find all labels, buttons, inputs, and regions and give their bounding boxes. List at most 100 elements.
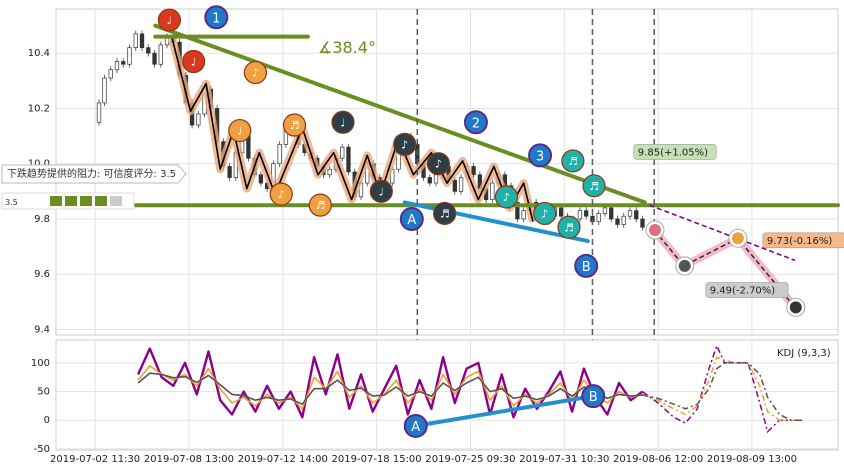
candle-body [609,207,614,220]
candle-body [458,177,464,192]
wave-marker [463,110,488,135]
forecast-points [645,220,806,317]
note-icon [393,132,417,156]
candle-body [152,52,157,65]
forecast-point [789,301,802,314]
kdj-title: KDJ (9,3,3) [777,348,831,359]
wave-marker [574,253,599,278]
note-icon [282,113,307,137]
candle-body [640,218,645,228]
rating-star-icon [80,196,92,206]
candle-body [227,166,232,178]
forecast-point [678,259,691,272]
note-icon [426,152,450,176]
kdj-marker [403,413,428,438]
note-icon [157,8,181,32]
price-y-tick: 9.8 [34,214,50,225]
note-icon [582,174,606,198]
note-icon [494,185,519,209]
annotation-text: 9.85(+1.05%) [638,147,708,158]
kdj-y-axis: -50 0 50 100 [31,358,50,455]
note-icon-glyph: ♪ [503,191,510,204]
note-icon-glyph: ♬ [564,221,574,234]
candle-body [515,202,520,220]
annotation-text: 9.73(-0.16%) [767,236,833,247]
annotation-box [762,232,844,249]
note-icon-glyph: ♪ [401,138,408,151]
x-tick: 2019-07-25 09:30 [425,454,515,465]
annotation-box [705,282,789,298]
note-icon-glyph: ♩ [379,185,384,198]
price-y-axis: 9.4 9.6 9.8 10.0 10.2 10.4 [28,48,50,335]
rating-star-icon [65,196,77,206]
candle-body [634,210,639,220]
x-tick: 2019-08-06 12:00 [613,454,703,465]
price-panel: 9.49.69.810.010.210.4 ♩♩♪♩ ♬♪♬♩♪♩♪♬♪♪♬♬♬ … [1,5,844,450]
wave-markers: 1 2 3 A B [204,5,599,278]
forecast-point [649,224,662,237]
kdj-projection-line [642,356,803,421]
note-icon-glyph: ♩ [340,116,345,129]
price-y-tick: 10.2 [28,103,50,114]
price-annotations: 9.85(+1.05%) 9.73(-0.16%) 9.49(-2.70%) [633,144,844,298]
note-icon-glyph: ♩ [191,55,196,68]
kdj-divergence: AB [403,384,606,438]
kdj-y-tick: 0 [44,415,50,426]
note-icon [561,149,585,173]
note-icon [331,110,355,134]
candle-body [346,146,351,173]
resistance-note: 下跌趋势提供的阻力: 可信度评分: 3.5 [1,164,187,184]
note-icon [228,118,252,143]
note-icon-glyph: ♩ [237,125,242,138]
kdj-line [137,347,644,419]
candle-body [627,210,633,217]
note-icon [182,49,206,74]
note-icon-glyph: ♬ [290,119,300,132]
wave-marker-label: 3 [536,149,544,164]
annotation-box [633,144,717,160]
candle-body [471,166,476,176]
x-axis: 2019-07-02 11:30 2019-07-08 13:00 2019-07-… [50,454,797,465]
resistance-note-text: 下跌趋势提供的阻力: 可信度评分: 3.5 [7,167,176,180]
kdj-y-tick: 50 [37,387,50,398]
candle-body [258,174,264,184]
resistance-note-box [1,164,187,184]
note-icon [533,201,557,226]
note-icon [308,193,332,217]
note-icon-glyph: ♬ [568,155,578,168]
kdj-y-tick: 100 [31,358,50,369]
candle-body [127,47,132,65]
kdj-y-tick: -50 [34,444,50,455]
kdj-panel-frame [55,339,839,451]
candle-body [615,218,620,225]
candle-body [340,146,345,159]
kdj-line [137,364,643,410]
note-icon-glyph: ♪ [435,158,442,171]
candle-body [114,61,120,71]
kdj-series [137,343,803,434]
price-y-tick: 10.0 [28,159,50,170]
forecast-dashed-line [649,204,796,262]
note-icon-glyph: ♩ [167,14,172,27]
note-icon-glyph: ♪ [278,188,285,201]
note-icon [369,179,393,203]
note-icon [433,201,457,226]
rating-star-icon [95,196,107,206]
candle-body [102,77,107,104]
confidence-rating: 3.5 [1,192,135,210]
candle-body [121,61,126,65]
wave-marker [399,206,424,231]
forecast-point [731,232,744,245]
forecast-projections [649,204,796,308]
candle-body [621,215,626,225]
x-tick: 2019-07-12 14:00 [238,454,328,465]
candle-body [277,144,282,165]
forecast-path [653,229,794,306]
candle-body [108,69,113,79]
trend-line [153,23,647,205]
note-icon-glyph: ♪ [541,207,548,220]
x-tick: 2019-07-02 11:30 [50,454,140,465]
note-icon [269,182,293,206]
candle-body [196,113,201,126]
